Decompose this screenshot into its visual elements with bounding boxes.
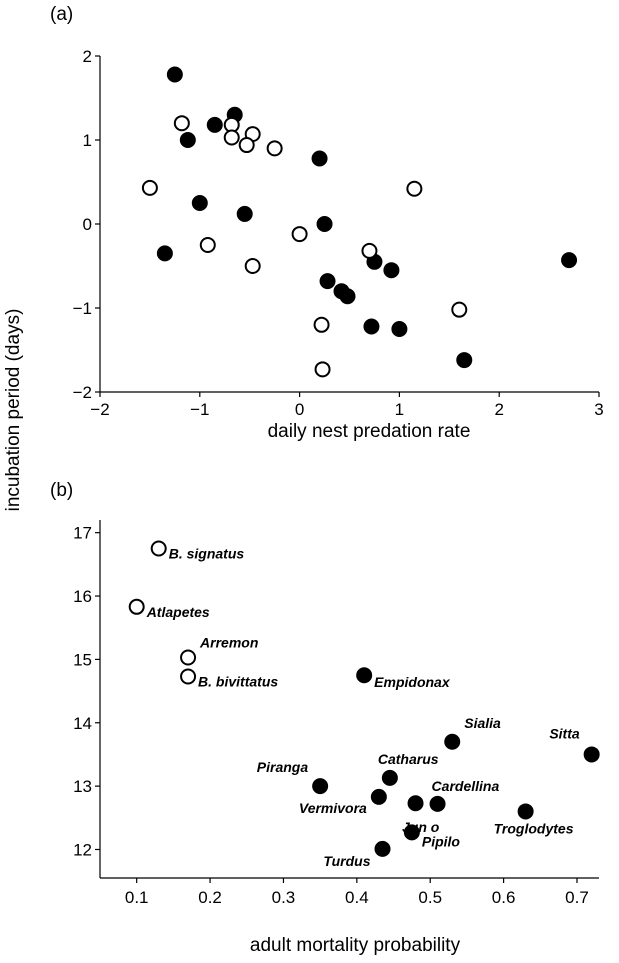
panel-b-x-tick-label: 0.4: [345, 888, 369, 907]
point-vermivora: [370, 788, 387, 805]
open-point: [451, 301, 468, 318]
panel-a-x-tick-label: 0: [295, 400, 304, 419]
panel-b-y-tick-label: 14: [73, 714, 92, 733]
panel-a-x-tick-label: 2: [494, 400, 503, 419]
panel-b-y-tick-label: 13: [73, 777, 92, 796]
point-troglodytes: [517, 803, 534, 820]
panel-b-x-tick-label: 0.3: [272, 888, 296, 907]
filled-point: [339, 288, 356, 305]
point-cardellina: [429, 795, 446, 812]
point-b-signatus: [150, 540, 167, 557]
filled-point: [206, 116, 223, 133]
point-empidonax: [356, 667, 373, 684]
open-point: [199, 237, 216, 253]
panel-b-x-tick-label: 0.2: [198, 888, 222, 907]
filled-point: [456, 352, 473, 369]
label-troglodytes: Troglodytes: [494, 820, 574, 836]
open-point: [313, 316, 330, 333]
open-point: [266, 140, 283, 157]
filled-point: [156, 245, 173, 262]
open-point: [361, 242, 378, 259]
label-sialia: Sialia: [464, 715, 501, 731]
panel-a-x-axis-label: daily nest predation rate: [268, 421, 471, 442]
label-pipilo: Pipilo: [422, 833, 461, 849]
panel-b: (b) 0.1 0.2 0.3 0.4 0.5 0.6 0.7 12 13 14 15 16 17 B.…: [50, 480, 600, 956]
open-point: [173, 115, 190, 132]
panel-b-x-tick-label: 0.7: [565, 888, 589, 907]
label-empidonax: Empidonax: [374, 674, 451, 690]
panel-a: (a) −2 −1 0 1 2 3 −2 −1 0 1 2 daily nest predation…: [50, 4, 604, 442]
panel-b-label: (b): [50, 480, 73, 501]
open-point: [244, 258, 261, 274]
filled-point: [561, 252, 578, 269]
point-atlapetes: [128, 598, 145, 615]
filled-point: [311, 150, 328, 167]
panel-a-y-tick-label: −1: [73, 299, 92, 318]
y-axis-label: incubation period (days): [3, 309, 24, 512]
point-turdus: [374, 840, 391, 857]
point-sialia: [444, 733, 461, 750]
label-catharus: Catharus: [378, 751, 439, 767]
filled-point: [319, 273, 336, 290]
panel-a-x-tick-label: 1: [395, 400, 404, 419]
panel-b-y-tick-label: 15: [73, 650, 92, 669]
label-cardellina: Cardellina: [432, 778, 500, 794]
panel-a-y-tick-label: 1: [83, 131, 92, 150]
filled-point: [179, 132, 196, 148]
panel-b-y-tick-label: 12: [73, 840, 92, 859]
label-arremon: Arremon: [199, 634, 258, 650]
open-point: [291, 226, 308, 243]
point-sitta: [583, 746, 600, 763]
panel-b-x-tick-label: 0.6: [492, 888, 516, 907]
panel-b-y-tick-label: 17: [73, 524, 92, 543]
filled-point: [166, 66, 183, 83]
open-point: [314, 361, 331, 378]
panel-a-y-tick-label: 0: [83, 215, 92, 234]
panel-a-x-tick-label: −1: [190, 400, 209, 419]
panel-a-x-tick-label: 3: [594, 400, 603, 419]
point-arremon: [180, 649, 197, 666]
filled-point: [316, 216, 333, 232]
point-catharus: [381, 769, 398, 786]
filled-point: [363, 318, 380, 335]
panel-a-y-tick-label: −2: [73, 383, 92, 402]
filled-point: [391, 321, 408, 337]
panel-a-y-tick-label: 2: [83, 47, 92, 66]
panel-b-x-tick-label: 0.5: [418, 888, 442, 907]
open-point: [141, 179, 158, 196]
filled-point: [236, 205, 253, 222]
label-sitta: Sitta: [549, 725, 580, 741]
point-unlabeled: [407, 795, 424, 812]
panel-b-annotation: Jun o: [402, 819, 440, 835]
label-turdus: Turdus: [323, 853, 370, 869]
point-pipilo: [403, 824, 420, 841]
panel-a-x-tick-label: −2: [90, 400, 109, 419]
filled-point: [383, 262, 400, 279]
open-point: [406, 180, 423, 197]
open-point: [238, 137, 255, 154]
label-b-signatus: B. signatus: [169, 546, 245, 562]
label-atlapetes: Atlapetes: [146, 604, 210, 620]
panel-b-x-axis-label: adult mortality probability: [250, 935, 461, 956]
panel-a-label: (a): [50, 4, 73, 25]
label-piranga: Piranga: [257, 759, 309, 775]
filled-point: [191, 195, 208, 211]
label-vermivora: Vermivora: [299, 800, 367, 816]
label-b-bivittatus: B. bivittatus: [198, 674, 278, 690]
open-point: [223, 129, 240, 146]
point-piranga: [312, 778, 329, 795]
panel-b-x-tick-label: 0.1: [125, 888, 149, 907]
panel-b-y-tick-label: 16: [73, 587, 92, 606]
point-b-bivittatus: [180, 668, 197, 685]
